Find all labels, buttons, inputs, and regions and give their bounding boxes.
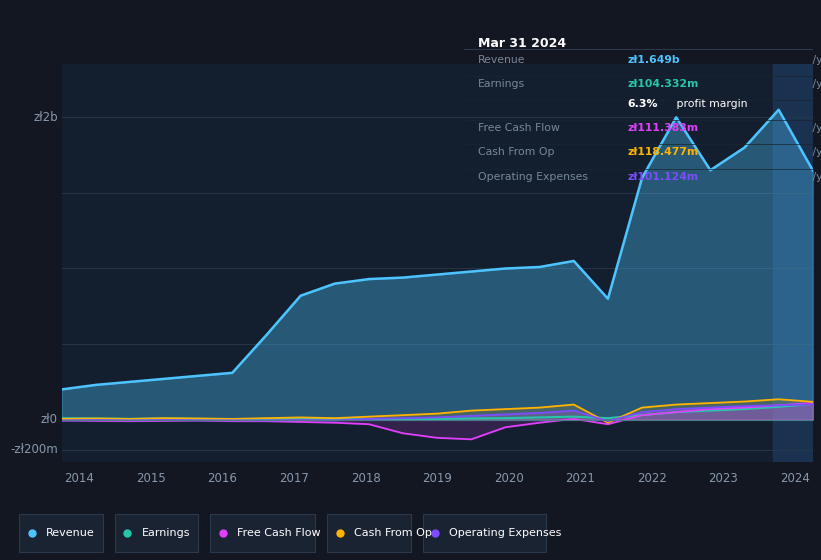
Text: -zł200m: -zł200m <box>10 444 57 456</box>
FancyBboxPatch shape <box>20 514 103 552</box>
Bar <box>773 64 816 462</box>
Text: /yr: /yr <box>810 55 821 64</box>
Text: Free Cash Flow: Free Cash Flow <box>237 529 320 538</box>
Text: Cash From Op: Cash From Op <box>354 529 432 538</box>
Text: Earnings: Earnings <box>141 529 190 538</box>
Text: zł111.383m: zł111.383m <box>628 123 699 133</box>
Text: Operating Expenses: Operating Expenses <box>449 529 562 538</box>
FancyBboxPatch shape <box>423 514 546 552</box>
Text: zł104.332m: zł104.332m <box>628 79 699 89</box>
Text: Free Cash Flow: Free Cash Flow <box>478 123 560 133</box>
FancyBboxPatch shape <box>328 514 410 552</box>
Text: zł118.477m: zł118.477m <box>628 147 699 157</box>
Text: zł0: zł0 <box>41 413 57 426</box>
Text: 6.3%: 6.3% <box>628 99 658 109</box>
Text: profit margin: profit margin <box>673 99 748 109</box>
Text: Cash From Op: Cash From Op <box>478 147 554 157</box>
Text: Mar 31 2024: Mar 31 2024 <box>478 36 566 49</box>
FancyBboxPatch shape <box>115 514 198 552</box>
Text: Earnings: Earnings <box>478 79 525 89</box>
Text: /yr: /yr <box>810 79 821 89</box>
Text: Operating Expenses: Operating Expenses <box>478 171 588 181</box>
Text: zł1.649b: zł1.649b <box>628 55 681 64</box>
Text: /yr: /yr <box>810 171 821 181</box>
Text: zł101.124m: zł101.124m <box>628 171 699 181</box>
Text: /yr: /yr <box>810 123 821 133</box>
Text: Revenue: Revenue <box>46 529 94 538</box>
Text: Revenue: Revenue <box>478 55 525 64</box>
FancyBboxPatch shape <box>210 514 315 552</box>
Text: /yr: /yr <box>810 147 821 157</box>
Text: zł2b: zł2b <box>33 111 57 124</box>
